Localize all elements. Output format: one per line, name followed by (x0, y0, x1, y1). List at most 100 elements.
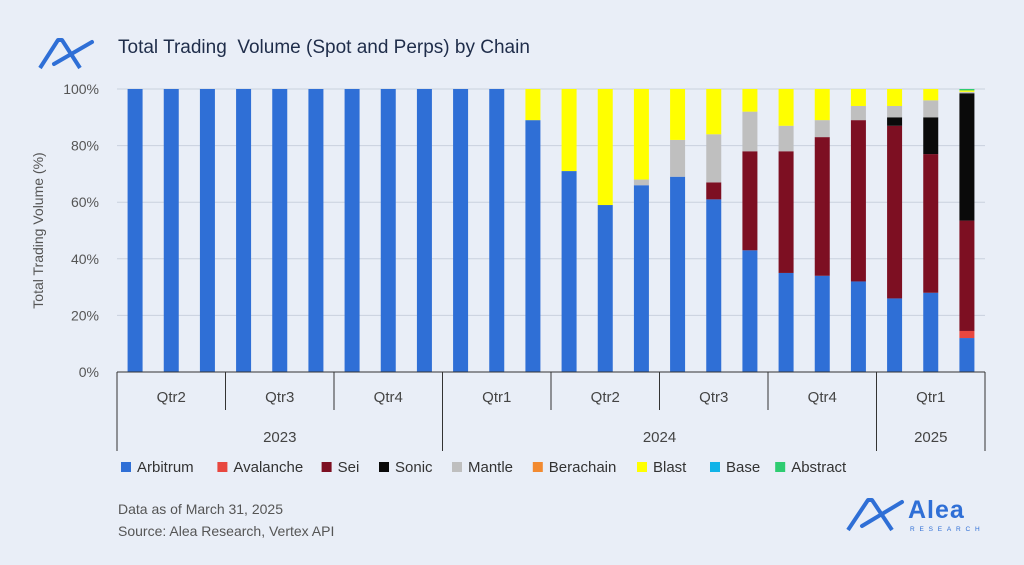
bar-segment-blast (706, 89, 722, 135)
bar-segment-arbitrum (850, 281, 866, 372)
bar-segment-mantle (670, 139, 686, 177)
year-label: 2025 (914, 429, 947, 446)
legend-label-mantle: Mantle (468, 459, 513, 476)
legend-label-base: Base (726, 459, 760, 476)
y-tick-label: 0% (79, 364, 99, 380)
quarter-label: Qtr3 (699, 389, 728, 406)
legend-swatch-mantle (452, 462, 462, 472)
bar-segment-mantle (778, 125, 794, 152)
legend-swatch-sonic (379, 462, 389, 472)
bar-segment-arbitrum (959, 338, 975, 372)
legend-label-sei: Sei (338, 459, 360, 476)
bar-segment-arbitrum (308, 89, 324, 372)
quarter-label: Qtr4 (374, 389, 403, 406)
bar-segment-sonic (959, 93, 975, 221)
bar-segment-blast (670, 89, 686, 140)
bar-segment-arbitrum (742, 250, 758, 372)
bar-segment-sei (706, 182, 722, 200)
legend-label-arbitrum: Arbitrum (137, 459, 194, 476)
legend-label-sonic: Sonic (395, 459, 433, 476)
legend-swatch-base (710, 462, 720, 472)
quarter-label: Qtr3 (265, 389, 294, 406)
legend-swatch-arbitrum (121, 462, 131, 472)
stacked-bar-chart: 0% 20% 40% 60% 80% 100% Total Trading Volume (… (30, 81, 986, 476)
brand-name: Alea (908, 496, 965, 524)
bar-segment-mantle (959, 91, 975, 94)
bar-segment-sonic (887, 117, 903, 126)
legend-swatch-berachain (532, 462, 543, 472)
bar-segment-arbitrum (344, 89, 360, 372)
bar-segment-sei (923, 154, 939, 293)
bar-segment-arbitrum (887, 298, 903, 372)
y-axis-label: Total Trading Volume (%) (30, 152, 46, 308)
bar-segment-mantle (887, 105, 903, 118)
alea-logo-icon (38, 38, 94, 70)
y-tick-label: 20% (71, 307, 99, 323)
source-note: Source: Alea Research, Vertex API (118, 523, 335, 539)
bar-segment-mantle (850, 105, 866, 121)
bar-segment-blast (814, 89, 830, 121)
bar-segment-arbitrum (416, 89, 432, 372)
bar-segment-arbitrum (525, 120, 541, 372)
bar-segment-mantle (814, 120, 830, 138)
bar-segment-sei (887, 125, 903, 299)
bar-segment-arbitrum (778, 272, 794, 372)
legend-label-avalanche: Avalanche (233, 459, 303, 476)
legend-swatch-blast (637, 462, 647, 472)
bar-segment-arbitrum (127, 89, 143, 372)
bar-segment-sei (959, 220, 975, 331)
legend-label-berachain: Berachain (549, 459, 617, 476)
bar-segment-arbitrum (272, 89, 288, 372)
bar-segment-blast (778, 89, 794, 126)
bar-segment-blast (633, 89, 649, 180)
bar-segment-sei (778, 151, 794, 273)
bar-segment-avalanche (959, 330, 975, 339)
bar-segment-sei (814, 137, 830, 276)
legend-swatch-sei (321, 462, 332, 472)
brand-subtitle: RESEARCH (910, 526, 985, 533)
bar-segment-arbitrum (706, 199, 722, 372)
data-date-note: Data as of March 31, 2025 (118, 501, 283, 517)
bar-segment-arbitrum (236, 89, 252, 372)
year-label: 2024 (643, 429, 676, 446)
bar-segment-blast (923, 89, 939, 101)
quarter-label: Qtr4 (808, 389, 837, 406)
year-label: 2023 (263, 429, 296, 446)
bar-segment-blast (959, 90, 975, 92)
alea-brand-logo-icon (846, 498, 904, 532)
bar-segment-arbitrum (453, 89, 469, 372)
bar-segment-sei (742, 151, 758, 251)
bar-segment-arbitrum (814, 275, 830, 372)
bar-segment-mantle (742, 111, 758, 152)
bar-segment-blast (850, 89, 866, 106)
bar-segment-arbitrum (923, 292, 939, 372)
y-tick-label: 60% (71, 194, 99, 210)
quarter-label: Qtr2 (157, 389, 186, 406)
bar-segment-sei (850, 120, 866, 282)
bar-segment-arbitrum (199, 89, 215, 372)
quarter-label: Qtr1 (916, 389, 945, 406)
chart-title: Total Trading Volume (Spot and Perps) by… (118, 37, 530, 58)
bar-segment-arbitrum (163, 89, 179, 372)
bar-segment-arbitrum (561, 171, 577, 372)
legend-label-blast: Blast (653, 459, 687, 476)
y-tick-label: 40% (71, 251, 99, 267)
bar-segment-blast (597, 89, 613, 206)
quarter-label: Qtr1 (482, 389, 511, 406)
bar-segment-arbitrum (597, 205, 613, 372)
bar-segment-arbitrum (380, 89, 396, 372)
legend-label-abstract: Abstract (791, 459, 847, 476)
bar-segment-mantle (923, 100, 939, 118)
bar-segment-abstract (959, 89, 975, 91)
legend-swatch-avalanche (217, 462, 228, 472)
legend-swatch-abstract (775, 462, 786, 472)
bar-segment-mantle (633, 179, 649, 186)
y-tick-label: 100% (63, 81, 99, 97)
bar-segment-blast (525, 89, 541, 121)
bar-segment-arbitrum (670, 176, 686, 372)
bar-segment-arbitrum (489, 89, 505, 372)
quarter-label: Qtr2 (591, 389, 620, 406)
bar-segment-blast (742, 89, 758, 112)
bar-segment-blast (887, 89, 903, 106)
y-tick-label: 80% (71, 138, 99, 154)
